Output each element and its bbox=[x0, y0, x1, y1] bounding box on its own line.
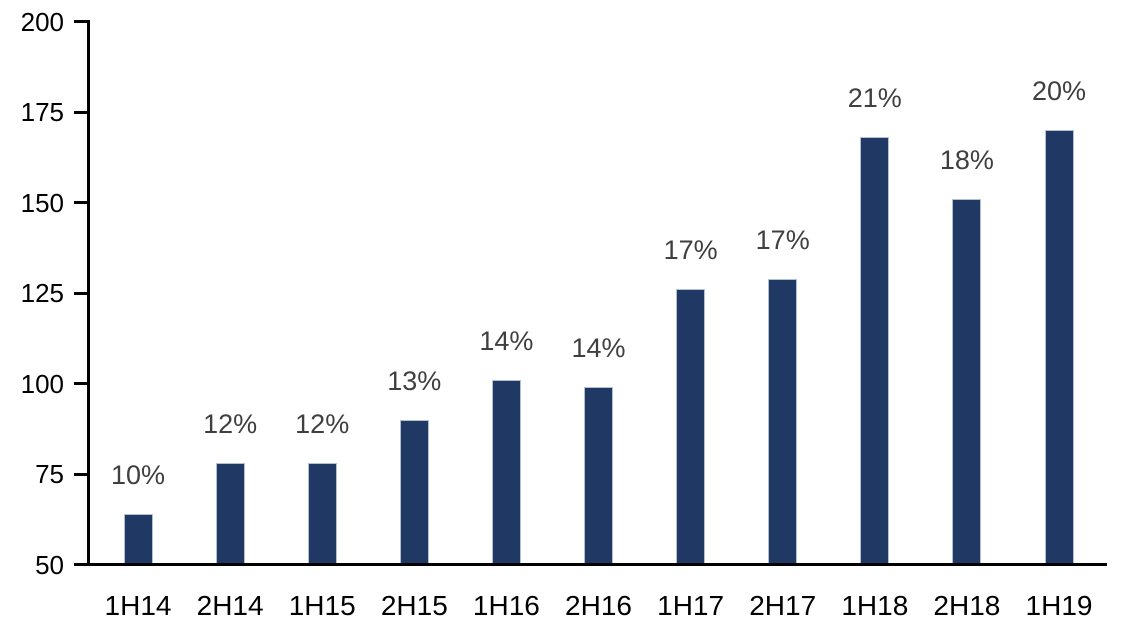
bar-value-label: 14% bbox=[571, 333, 626, 364]
bar-1H18 bbox=[860, 137, 890, 565]
y-axis-line bbox=[87, 20, 90, 566]
bar-value-label: 12% bbox=[203, 409, 258, 440]
bar-value-label: 13% bbox=[387, 365, 442, 396]
bar-value-label: 17% bbox=[755, 224, 810, 255]
x-axis-tick-label: 2H14 bbox=[196, 590, 264, 621]
x-axis-tick-label: 2H16 bbox=[565, 590, 632, 621]
bar-value-label: 10% bbox=[110, 459, 166, 490]
x-axis-tick-label: 1H15 bbox=[288, 590, 356, 621]
bar-1H19 bbox=[1044, 130, 1074, 565]
y-axis-tick-mark bbox=[74, 20, 89, 23]
y-axis-tick-label: 150 bbox=[20, 187, 64, 218]
bar-1H16 bbox=[491, 379, 521, 565]
bar-value-label: 12% bbox=[295, 409, 350, 440]
bar-2H17 bbox=[768, 278, 798, 565]
bar-value-label: 21% bbox=[847, 83, 902, 114]
y-axis-tick-label: 100 bbox=[20, 368, 64, 399]
x-axis-line bbox=[74, 563, 1107, 566]
x-axis-tick-label: 1H14 bbox=[104, 590, 172, 621]
y-axis-tick-mark bbox=[74, 201, 89, 204]
x-axis-tick-label: 2H17 bbox=[749, 590, 817, 621]
y-axis-tick-label: 50 bbox=[35, 549, 64, 580]
x-axis-tick-label: 1H17 bbox=[657, 590, 725, 621]
x-axis-tick-label: 2H18 bbox=[933, 590, 1001, 621]
y-axis-tick-label: 75 bbox=[35, 459, 64, 489]
bar-value-label: 18% bbox=[939, 144, 994, 175]
bar-1H15 bbox=[307, 463, 337, 565]
y-axis-tick-mark bbox=[74, 382, 89, 385]
y-axis-tick-label: 125 bbox=[20, 278, 64, 308]
bar-value-label: 17% bbox=[663, 235, 718, 266]
bar-2H14 bbox=[215, 463, 245, 565]
x-axis-tick-label: 1H19 bbox=[1025, 590, 1093, 621]
y-axis-tick-label: 200 bbox=[20, 6, 64, 37]
bar-2H16 bbox=[584, 387, 613, 565]
x-axis-tick-label: 1H18 bbox=[841, 590, 909, 621]
x-axis-tick-label: 1H16 bbox=[472, 590, 540, 621]
x-axis-tick-label: 2H15 bbox=[380, 590, 448, 621]
y-axis-tick-label: 175 bbox=[20, 97, 64, 127]
bar-1H14 bbox=[123, 513, 153, 565]
y-axis-tick-mark bbox=[74, 110, 89, 114]
y-axis-tick-mark bbox=[74, 291, 89, 295]
bar-2H18 bbox=[952, 198, 982, 565]
bar-value-label: 14% bbox=[479, 325, 534, 356]
bar-2H15 bbox=[399, 419, 429, 565]
bar-value-label: 20% bbox=[1031, 76, 1087, 107]
y-axis-tick-mark bbox=[74, 472, 89, 476]
bar-1H17 bbox=[676, 289, 706, 565]
